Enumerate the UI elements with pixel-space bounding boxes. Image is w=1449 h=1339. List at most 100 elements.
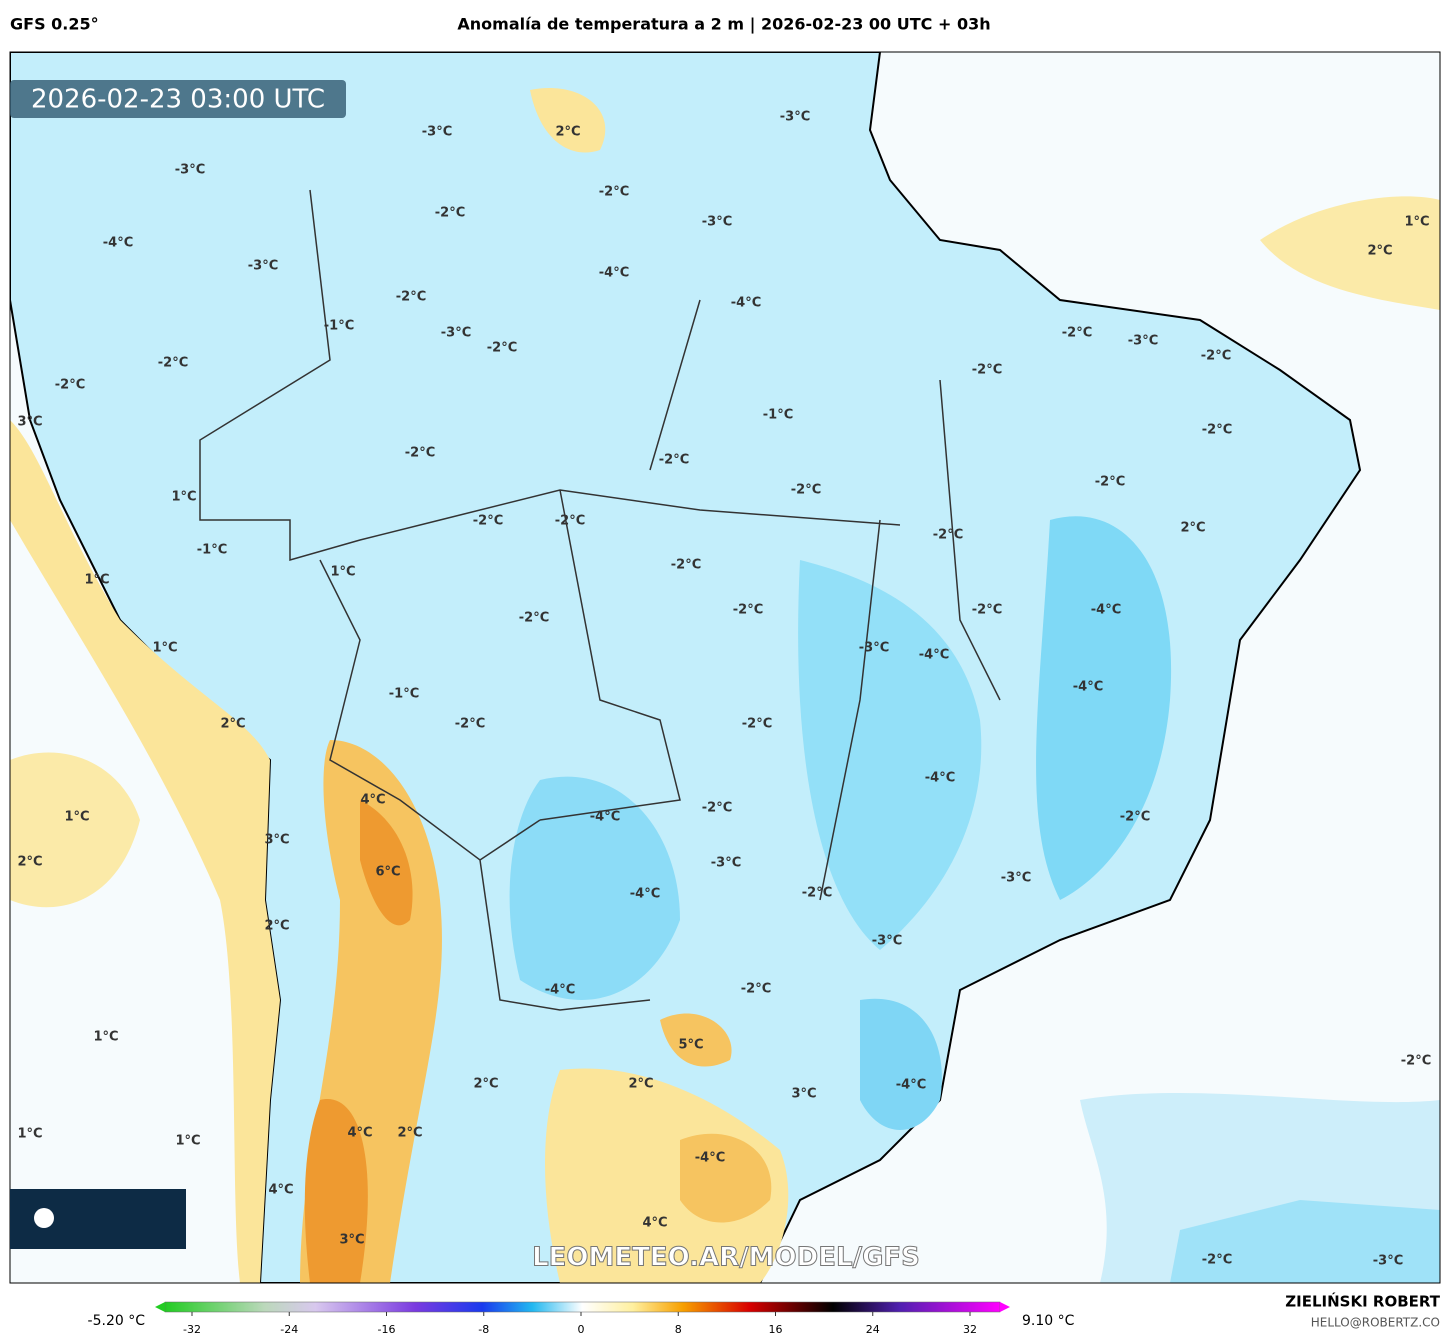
contour-label: -3°C	[175, 163, 205, 178]
contour-label: -2°C	[599, 185, 629, 200]
contour-label: -2°C	[741, 982, 771, 997]
contour-label: -3°C	[859, 641, 889, 656]
colorbar-tick-label: -8	[478, 1323, 489, 1336]
contour-label: 4°C	[642, 1216, 667, 1231]
contour-label: -3°C	[1373, 1254, 1403, 1269]
contour-label: -3°C	[1001, 871, 1031, 886]
timestamp: 2026-02-23 03:00 UTC	[31, 85, 325, 115]
contour-label: 3°C	[17, 415, 42, 430]
model-name: GFS 0.25°	[10, 15, 99, 34]
map-title: Anomalía de temperatura a 2 m | 2026-02-…	[457, 15, 990, 35]
contour-label: 3°C	[264, 833, 289, 848]
cold-area	[860, 998, 942, 1130]
colorbar-max: 9.10 °C	[1022, 1313, 1075, 1329]
contour-label: 1°C	[1404, 215, 1429, 230]
timestamp-box	[10, 80, 346, 118]
warm-area	[545, 1068, 789, 1283]
contour-label: -2°C	[473, 514, 503, 529]
contour-label: 1°C	[330, 565, 355, 580]
warm-area	[680, 1133, 772, 1223]
contour-label: -4°C	[919, 648, 949, 663]
contour-label: -2°C	[1095, 475, 1125, 490]
ocean-anomaly	[1170, 1200, 1440, 1283]
contour-label: -2°C	[972, 603, 1002, 618]
logo-icon	[34, 1208, 54, 1228]
colorbar-tick-label: 24	[866, 1323, 880, 1336]
contour-label: -2°C	[1062, 326, 1092, 341]
contour-label: -2°C	[405, 446, 435, 461]
contour-label: -3°C	[422, 125, 452, 140]
contour-label: -3°C	[1128, 334, 1158, 349]
borders	[199, 189, 1001, 1011]
contour-label: -2°C	[702, 801, 732, 816]
contour-label: -2°C	[659, 453, 689, 468]
contour-label: 1°C	[171, 490, 196, 505]
contour-label: 1°C	[84, 573, 109, 588]
contour-label: 2°C	[555, 125, 580, 140]
contour-label: -3°C	[872, 934, 902, 949]
contour-label: 1°C	[64, 810, 89, 825]
contour-label: -2°C	[435, 206, 465, 221]
contour-label: 3°C	[339, 1233, 364, 1248]
contour-label: 1°C	[175, 1134, 200, 1149]
contour-label: 2°C	[264, 919, 289, 934]
ocean-warm	[10, 752, 140, 908]
ocean-warm	[1260, 196, 1440, 310]
contour-label: 1°C	[93, 1030, 118, 1045]
hot-area	[360, 800, 413, 926]
contour-label: -4°C	[925, 771, 955, 786]
contour-label: -2°C	[791, 483, 821, 498]
contour-label: -2°C	[158, 356, 188, 371]
contour-label: -1°C	[324, 319, 354, 334]
cold-area	[1036, 516, 1172, 900]
contour-label: 2°C	[628, 1077, 653, 1092]
contour-label: 2°C	[17, 855, 42, 870]
map: 2°C -3°C -3°C -3°C -2°C -2°C -3°C -4°C -3°C -4°C -…	[10, 52, 1440, 1283]
contour-label: -2°C	[802, 886, 832, 901]
contour-label: 4°C	[347, 1126, 372, 1141]
contour-label: -3°C	[711, 856, 741, 871]
contour-label: -4°C	[545, 983, 575, 998]
watermark: LEOMETEO.AR/MODEL/GFS	[532, 1243, 920, 1273]
contour-label: 4°C	[268, 1183, 293, 1198]
contour-label: -4°C	[1091, 603, 1121, 618]
map-frame	[9, 51, 1441, 1284]
contour-label: 1°C	[17, 1127, 42, 1142]
contact: HELLO@ROBERTZ.CO	[1311, 1316, 1440, 1330]
contour-label: -2°C	[733, 603, 763, 618]
contour-label: -2°C	[933, 528, 963, 543]
contour-label: 2°C	[473, 1077, 498, 1092]
contour-label: -2°C	[671, 558, 701, 573]
contour-label: -4°C	[1073, 680, 1103, 695]
contour-label: -2°C	[455, 717, 485, 732]
colorbar-tick-label: 8	[675, 1323, 682, 1336]
colorbar-gradient	[164, 1301, 1001, 1313]
colorbar-tick-label: -16	[378, 1323, 396, 1336]
colorbar-arrow	[1000, 1302, 1010, 1312]
contour-label: 4°C	[360, 793, 385, 808]
contour-label: -4°C	[731, 296, 761, 311]
contour-label: -2°C	[1401, 1054, 1431, 1069]
hot-area	[304, 1099, 368, 1283]
contour-label: -2°C	[555, 514, 585, 529]
warm-area	[660, 1013, 732, 1067]
contour-label: -2°C	[1202, 1253, 1232, 1268]
colorbar-tick-label: 32	[963, 1323, 977, 1336]
contour-label: 5°C	[678, 1038, 703, 1053]
colorbar: -32 -24 -16 -8 0 8 16 24 32	[155, 1301, 1010, 1336]
contour-label: 6°C	[375, 865, 400, 880]
contour-label: -4°C	[599, 266, 629, 281]
colorbar-min: -5.20 °C	[88, 1313, 146, 1329]
contour-label: -2°C	[519, 611, 549, 626]
contour-label: -3°C	[248, 259, 278, 274]
cold-area	[509, 776, 680, 1000]
contour-label: -2°C	[55, 378, 85, 393]
contour-label: -1°C	[197, 543, 227, 558]
contour-label: -3°C	[441, 326, 471, 341]
contour-labels: 2°C -3°C -3°C -3°C -2°C -2°C -3°C -4°C -3°C -4°C -…	[17, 110, 1431, 1269]
colorbar-tick-label: -32	[183, 1323, 201, 1336]
warm-area	[10, 420, 280, 1283]
contour-label: -3°C	[702, 215, 732, 230]
contour-label: -4°C	[103, 236, 133, 251]
